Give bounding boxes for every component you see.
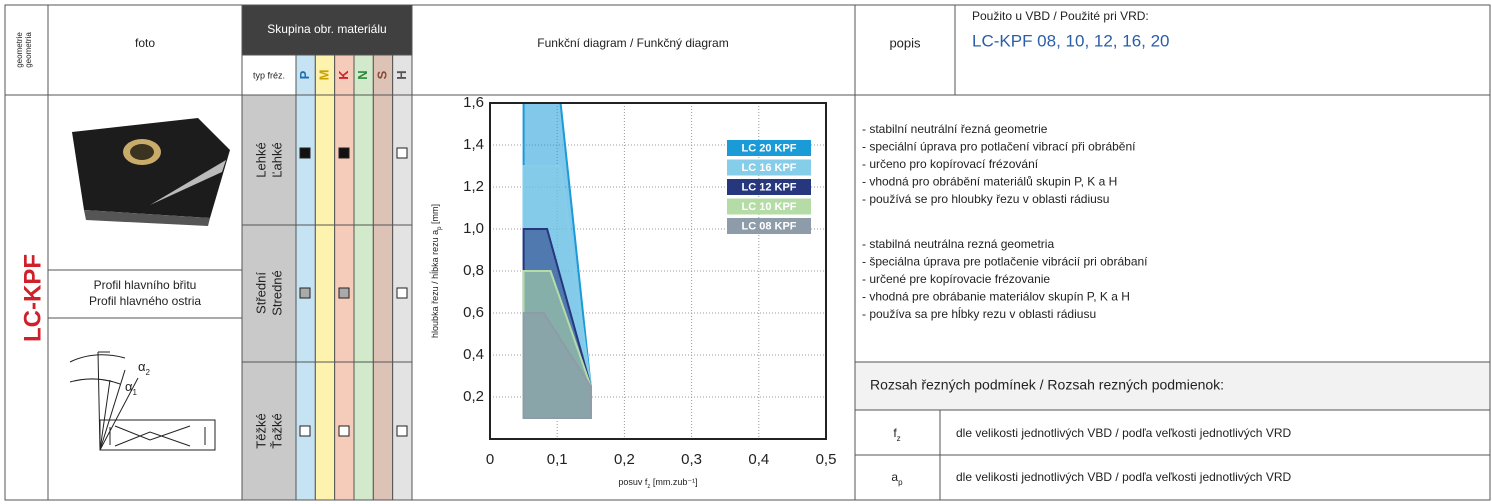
description-line: - určené pre kopírovacie frézovanie <box>862 272 1050 286</box>
geometry-name: LC-KPF <box>19 254 46 342</box>
suitability-marks <box>299 147 408 437</box>
geometry-header: geometria <box>24 32 33 68</box>
y-axis-label: hloubka řezu / hĺbka rezu ap [mm] <box>429 204 442 338</box>
row-label: Stredné <box>269 270 284 316</box>
row-label: Těžké <box>253 413 268 448</box>
type-column-bg <box>242 95 296 500</box>
legend-label: LC 08 KPF <box>741 220 796 232</box>
condition-symbol: fz <box>893 426 900 442</box>
description-header: popis <box>889 35 921 50</box>
y-tick-label: 0,2 <box>463 388 484 405</box>
profile-label: Profil hlavního břitu <box>94 278 197 292</box>
conditions-title: Rozsah řezných podmínek / Rozsah rezných… <box>870 377 1224 393</box>
row-label: Střední <box>253 272 268 314</box>
description-line: - stabilní neutrální řezná geometrie <box>862 122 1048 136</box>
photo-header: foto <box>135 36 155 50</box>
row-label: Lehké <box>253 142 268 177</box>
label-part: z <box>647 484 650 490</box>
description-line: - určeno pro kopírovací frézování <box>862 157 1039 171</box>
condition-text: dle velikosti jednotlivých VBD / podľa v… <box>956 470 1291 484</box>
group-header: Skupina obr. materiálu <box>267 22 386 36</box>
material-letter: S <box>374 70 389 79</box>
symbol-index: z <box>897 434 901 443</box>
x-tick-label: 0,3 <box>681 451 702 468</box>
type-header: typ fréz. <box>253 70 285 80</box>
description-line: - používá se pro hloubky řezu v oblasti … <box>862 192 1109 206</box>
description-line: - speciální úprava pro potlačení vibrací… <box>862 140 1136 154</box>
angle-index: 1 <box>133 388 138 397</box>
conditions-header-bg <box>855 362 1490 410</box>
y-tick-label: 0,6 <box>463 304 484 321</box>
table-lines <box>5 5 1490 500</box>
material-column <box>353 54 374 501</box>
material-letter: K <box>336 70 351 80</box>
legend-label: LC 16 KPF <box>741 162 796 174</box>
used-for: Použito u VBD / Použité pri VRD: <box>972 9 1149 23</box>
y-tick-label: 0,4 <box>463 346 484 363</box>
material-letter: N <box>355 70 370 79</box>
description-line: - vhodná pro obrábění materiálů skupin P… <box>862 175 1117 189</box>
label-part: p <box>437 226 443 230</box>
legend-label: LC 10 KPF <box>741 201 796 213</box>
legend-label: LC 20 KPF <box>741 142 796 154</box>
profile-drawing <box>69 351 216 451</box>
x-tick-label: 0,4 <box>748 451 769 468</box>
y-tick-label: 1,6 <box>463 94 484 111</box>
legend-label: LC 12 KPF <box>741 181 796 193</box>
x-tick-label: 0,5 <box>816 451 837 468</box>
row-label: Ľahké <box>269 142 284 177</box>
legend-swatch <box>727 218 811 234</box>
y-tick-label: 1,4 <box>463 136 484 153</box>
chart: 0,2 0,4 0,6 0,8 1,0 1,2 1,4 1,6 0 0,1 0,2 0,3 0,4 0,5… <box>429 94 836 490</box>
symbol: a <box>891 470 898 484</box>
description-line: - stabilná neutrálna rezná geometria <box>862 237 1054 251</box>
geometry-header: geometrie <box>15 32 24 68</box>
material-column <box>314 54 336 501</box>
y-tick-label: 1,2 <box>463 178 484 195</box>
x-tick-label: 0,1 <box>547 451 568 468</box>
description-line: - vhodná pre obrábanie materiálov skupín… <box>862 290 1130 304</box>
x-tick-label: 0 <box>486 451 494 468</box>
angle-index: 2 <box>146 368 151 377</box>
insert-list: LC-KPF 08, 10, 12, 16, 20 <box>972 31 1170 50</box>
label-part: posuv f <box>618 477 648 487</box>
diagram-header: Funkční diagram / Funkčný diagram <box>537 36 728 50</box>
label-part: [mm.zub⁻¹] <box>650 477 697 487</box>
material-letter: H <box>394 70 409 79</box>
x-axis-label: posuv fz [mm.zub⁻¹] <box>618 477 697 489</box>
label-part: [mm] <box>430 204 440 227</box>
legend-swatch <box>727 140 811 156</box>
material-letter: P <box>297 70 312 79</box>
area <box>522 312 592 419</box>
label-part: hloubka řezu / hĺbka rezu a <box>429 230 440 338</box>
x-tick-label: 0,2 <box>614 451 635 468</box>
angle-label: α2 <box>138 359 151 376</box>
symbol: f <box>893 426 897 440</box>
y-tick-label: 0,8 <box>463 262 484 279</box>
table-border <box>4 4 1491 501</box>
material-column <box>372 54 394 501</box>
description: - stabilní neutrální řezná geometrie - sp… <box>862 122 1148 321</box>
row-label: Ťažké <box>269 413 284 448</box>
plot-frame <box>489 102 827 440</box>
angle-label: α1 <box>125 379 138 396</box>
symbol-index: p <box>898 478 903 487</box>
profile-label: Profil hlavného ostria <box>89 294 201 308</box>
material-letter: M <box>316 70 331 81</box>
legend-swatch <box>727 198 811 215</box>
legend-swatch <box>727 179 811 195</box>
angle-symbol: α <box>125 379 133 394</box>
insert-photo <box>72 118 230 226</box>
y-tick-label: 1,0 <box>463 220 484 237</box>
description-line: - špeciálna úprava pre potlačenie vibrác… <box>862 255 1148 269</box>
legend-swatch <box>727 159 811 176</box>
angle-symbol: α <box>138 359 146 374</box>
description-line: - používa sa pre hĺbky rezu v oblasti rá… <box>862 306 1096 321</box>
group-header-bg <box>242 5 412 55</box>
condition-symbol: ap <box>891 470 903 486</box>
condition-text: dle velikosti jednotlivých VBD / podľa v… <box>956 426 1291 440</box>
